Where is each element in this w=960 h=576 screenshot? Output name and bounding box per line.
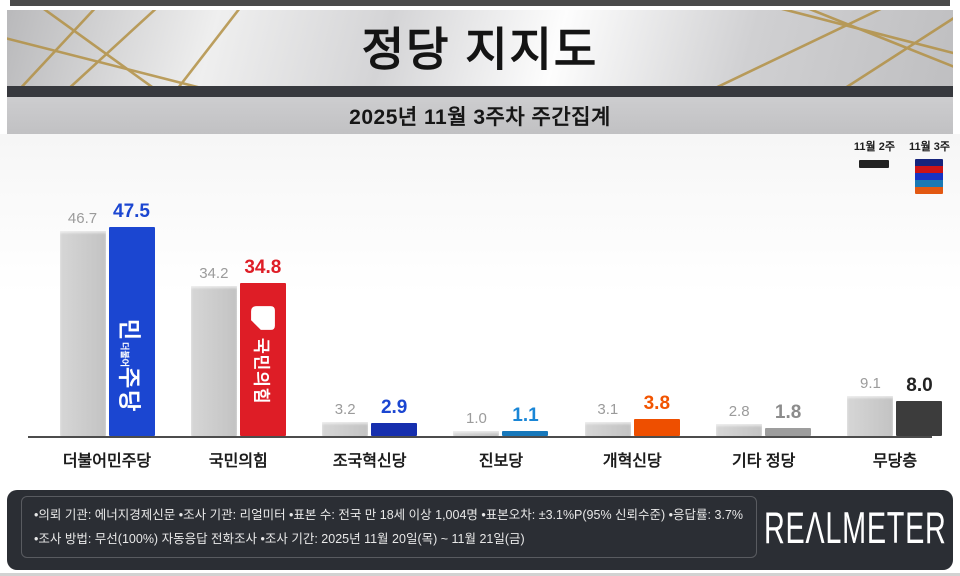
bottom-edge-strip: [0, 573, 960, 576]
bar: [584, 422, 631, 436]
legend-item-prev-week: 11월 2주: [854, 138, 895, 168]
bar-pair: 3.2 2.9: [322, 134, 418, 436]
ppp-symbol-icon: [250, 305, 275, 330]
top-accent-strip: [10, 0, 950, 6]
bar-column-current-더불어민주당: 47.5 민더불어주당: [108, 201, 155, 436]
legend-label-prev-week: 11월 2주: [853, 141, 895, 153]
category-label: 국민의힘: [208, 453, 268, 470]
page-title: 정당 지지도: [361, 23, 599, 76]
gold-lines-decoration: [7, 10, 953, 86]
value-label: 34.2: [199, 264, 229, 282]
survey-info-line2: •조사 방법: 무선(100%) 자동응답 전화조사 •조사 기간: 2025년…: [34, 532, 525, 546]
legend-stripe: [915, 173, 944, 180]
bar: [716, 423, 763, 436]
value-label: 2.9: [380, 397, 408, 419]
value-label: 1.0: [466, 410, 487, 427]
bar-pair: 34.2 34.8 국민의힘: [190, 134, 286, 436]
bar-pair: 9.1 8.0: [847, 134, 943, 436]
bar-column-current-국민의힘: 34.8 국민의힘: [239, 256, 286, 436]
value-label: 9.1: [860, 375, 881, 392]
bar: [633, 419, 680, 436]
survey-info-line1: •의뢰 기관: 에너지경제신문 •조사 기관: 리얼미터 •표본 수: 전국 만…: [34, 508, 743, 522]
legend-stripe: [915, 159, 944, 166]
bar-column-current-진보당: 1.1: [502, 405, 549, 436]
bar-column-previous-무당층: 9.1: [847, 375, 894, 436]
category-label: 기타 정당: [731, 453, 796, 470]
bar: 국민의힘: [239, 282, 286, 436]
value-label: 3.2: [334, 400, 356, 418]
bar-pair: 3.1 3.8: [584, 134, 680, 436]
realmeter-logo: REΛLMETER: [764, 503, 947, 554]
bar-column-previous-진보당: 1.0: [453, 410, 500, 436]
bar-column-current-조국혁신당: 2.9: [371, 397, 418, 436]
bar-group-진보당: 1.0 1.1 진보당: [446, 134, 556, 471]
bar: [59, 230, 106, 436]
party-logo-overlay: 민더불어주당: [109, 227, 155, 436]
value-label: 47.5: [113, 201, 150, 222]
category-label: 더불어민주당: [62, 453, 152, 470]
value-label: 3.1: [597, 401, 619, 419]
survey-methodology-box: •의뢰 기관: 에너지경제신문 •조사 기관: 리얼미터 •표본 수: 전국 만…: [21, 496, 757, 558]
bar-column-previous-더불어민주당: 46.7: [59, 209, 106, 436]
bar: [896, 400, 943, 436]
chart-legend: 11월 2주 11월 3주: [854, 138, 950, 194]
bar-group-국민의힘: 34.2 34.8 국민의힘 국민의힘: [183, 134, 293, 471]
party-logo-text: 국민의힘: [251, 337, 271, 405]
subtitle-band: 2025년 11월 3주차 주간집계: [7, 97, 953, 134]
value-label: 2.8: [728, 402, 750, 420]
bar-group-무당층: 9.1 8.0 무당층: [840, 134, 950, 471]
legend-stripe: [915, 166, 944, 173]
bar-column-previous-기타 정당: 2.8: [716, 402, 763, 436]
header-banner: 정당 지지도: [7, 10, 953, 86]
bar: [190, 285, 237, 436]
value-label: 8.0: [906, 374, 933, 396]
bar: [371, 423, 418, 436]
chart-region: 11월 2주 11월 3주 46.7 47.5 민더불어주당 더불어민주당 34.2 34…: [0, 134, 960, 490]
bar: [502, 431, 549, 436]
value-label: 3.8: [643, 393, 671, 415]
category-label: 무당층: [872, 453, 918, 470]
bar-group-개혁신당: 3.1 3.8 개혁신당: [577, 134, 687, 471]
party-logo-text: 민더불어주당: [116, 319, 143, 414]
bar-pair: 46.7 47.5 민더불어주당: [59, 134, 155, 436]
bar: [765, 428, 812, 436]
bar-group-조국혁신당: 3.2 2.9 조국혁신당: [315, 134, 425, 471]
bar-group-기타 정당: 2.8 1.8 기타 정당: [709, 134, 819, 471]
value-label: 46.7: [67, 209, 98, 227]
legend-stripe: [915, 187, 944, 194]
bar: [322, 421, 369, 436]
legend-label-curr-week: 11월 3주: [908, 141, 950, 153]
bar-column-current-기타 정당: 1.8: [765, 402, 812, 436]
category-label: 조국혁신당: [332, 453, 407, 470]
bar-pair: 2.8 1.8: [716, 134, 812, 436]
value-label: 1.8: [774, 402, 802, 424]
legend-swatch-curr-week: [915, 159, 944, 194]
bar-pair: 1.0 1.1: [453, 134, 549, 436]
page-subtitle: 2025년 11월 3주차 주간집계: [349, 105, 611, 129]
legend-item-curr-week: 11월 3주: [909, 138, 950, 194]
bar-column-previous-국민의힘: 34.2: [190, 264, 237, 436]
bar-column-previous-조국혁신당: 3.2: [322, 400, 369, 436]
x-axis-line: [28, 436, 932, 438]
value-label: 1.1: [512, 405, 539, 426]
bar: 민더불어주당: [108, 227, 155, 436]
bar-column-previous-개혁신당: 3.1: [584, 401, 631, 436]
header-divider: [7, 86, 953, 97]
legend-swatch-prev-week: [859, 160, 890, 168]
bar-column-current-개혁신당: 3.8: [633, 393, 680, 436]
bar: [847, 396, 894, 436]
value-label: 34.8: [244, 256, 282, 278]
bar: [453, 431, 500, 436]
legend-stripe: [915, 180, 944, 187]
category-label: 개혁신당: [602, 453, 662, 470]
category-label: 진보당: [478, 453, 524, 470]
party-logo-overlay: 국민의힘: [240, 283, 286, 436]
bar-plot: 46.7 47.5 민더불어주당 더불어민주당 34.2 34.8 국민의힘 국민의힘 3.2 2…: [28, 134, 950, 490]
footer-bar: •의뢰 기관: 에너지경제신문 •조사 기관: 리얼미터 •표본 수: 전국 만…: [7, 490, 953, 570]
bar-column-current-무당층: 8.0: [896, 374, 943, 436]
